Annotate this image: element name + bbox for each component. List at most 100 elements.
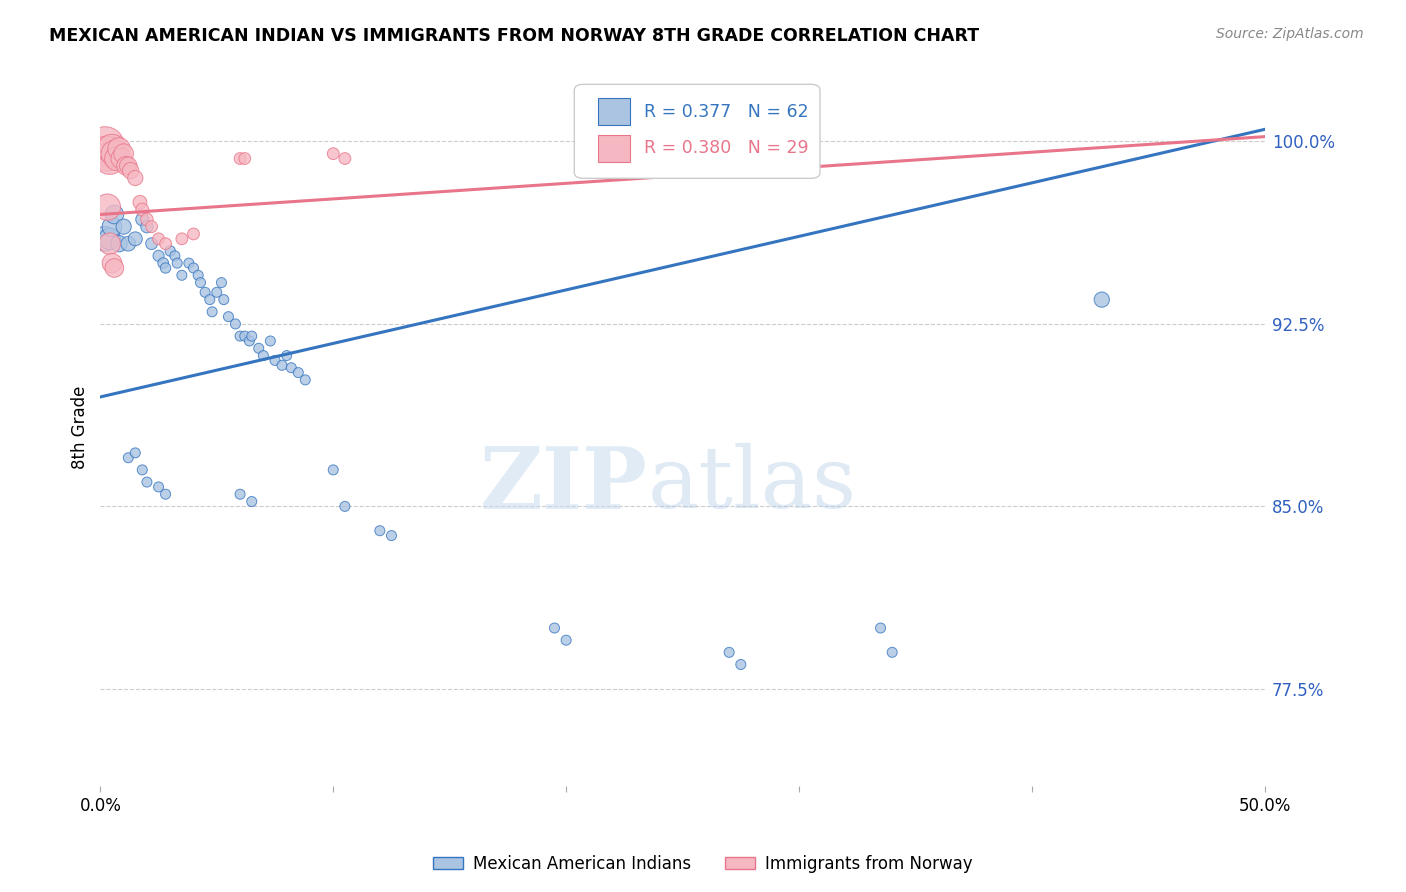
Point [131,202,153,217]
Point [212,293,235,307]
Point [183,227,205,241]
Point [155,487,177,501]
FancyBboxPatch shape [598,98,630,125]
Point [117,450,139,465]
Point [240,329,263,343]
Point [115,159,138,173]
Point [294,373,316,387]
Point [155,236,177,251]
Point [124,232,146,246]
Point [229,487,252,501]
Point [211,276,233,290]
Point [120,163,142,178]
Point [163,249,186,263]
Point [177,256,200,270]
Legend: Mexican American Indians, Immigrants from Norway: Mexican American Indians, Immigrants fro… [427,848,979,880]
Point [112,219,135,234]
Point [105,152,128,166]
Point [183,260,205,275]
Point [155,260,177,275]
Point [233,152,256,166]
Point [112,146,135,161]
FancyBboxPatch shape [598,135,630,161]
Point [322,463,344,477]
Point [555,633,578,648]
Point [148,480,170,494]
Point [103,146,125,161]
Point [103,260,125,275]
Point [229,329,252,343]
Point [276,349,298,363]
Point [129,195,152,210]
Point [333,152,356,166]
Point [124,171,146,186]
Point [287,366,309,380]
Point [187,268,209,283]
Point [280,360,302,375]
Point [166,256,188,270]
Point [98,236,121,251]
Point [101,219,124,234]
Point [159,244,181,258]
Point [333,500,356,514]
Text: MEXICAN AMERICAN INDIAN VS IMMIGRANTS FROM NORWAY 8TH GRADE CORRELATION CHART: MEXICAN AMERICAN INDIAN VS IMMIGRANTS FR… [49,27,980,45]
Point [198,293,221,307]
Point [170,268,193,283]
Text: atlas: atlas [648,443,856,526]
Point [148,232,170,246]
Text: R = 0.380   N = 29: R = 0.380 N = 29 [644,139,808,157]
Point [322,146,344,161]
Point [96,146,118,161]
Point [229,152,252,166]
Point [94,139,117,153]
Point [136,475,159,489]
Point [233,329,256,343]
Text: Source: ZipAtlas.com: Source: ZipAtlas.com [1216,27,1364,41]
Point [98,152,121,166]
Point [94,232,117,246]
Point [205,285,228,300]
Point [148,249,170,263]
Point [1091,293,1114,307]
Point [117,159,139,173]
Point [136,219,159,234]
Text: ZIP: ZIP [479,442,648,527]
Point [882,645,904,659]
Point [136,212,159,227]
Point [201,305,224,319]
Point [124,446,146,460]
Point [368,524,391,538]
Point [96,200,118,214]
Point [217,310,239,324]
Point [101,142,124,156]
Point [108,236,131,251]
Point [103,207,125,221]
Point [131,212,153,227]
Point [152,256,174,270]
Point [101,256,124,270]
Point [98,232,121,246]
Point [238,334,260,348]
Point [194,285,217,300]
Text: R = 0.377   N = 62: R = 0.377 N = 62 [644,103,808,120]
Point [110,152,132,166]
Point [718,645,741,659]
Point [543,621,565,635]
Point [190,276,212,290]
Point [131,463,153,477]
Point [141,219,163,234]
Point [141,236,163,251]
Point [271,359,294,373]
Point [259,334,281,348]
Y-axis label: 8th Grade: 8th Grade [72,385,89,469]
Point [117,236,139,251]
Point [247,341,270,355]
Point [380,528,402,542]
Point [264,353,287,368]
Point [240,494,263,508]
Point [224,317,246,331]
Point [252,349,274,363]
Point [170,232,193,246]
FancyBboxPatch shape [574,85,820,178]
Point [108,142,131,156]
